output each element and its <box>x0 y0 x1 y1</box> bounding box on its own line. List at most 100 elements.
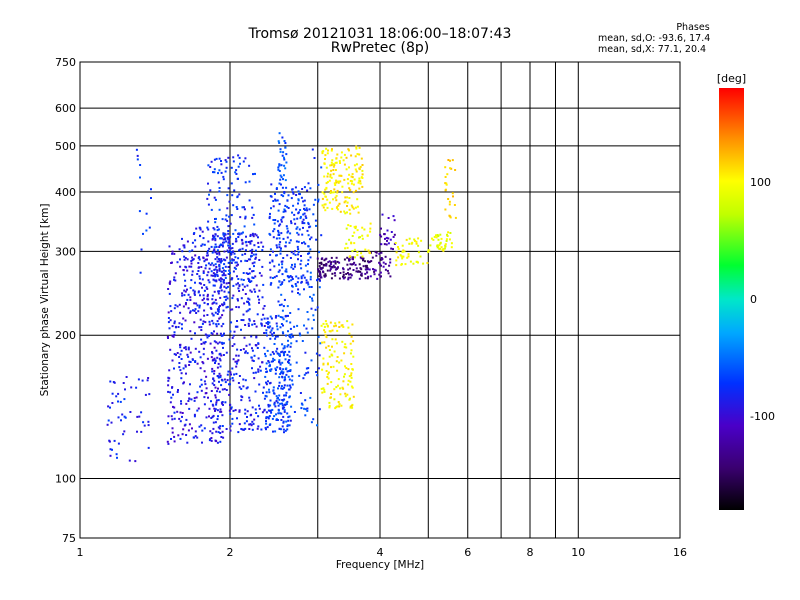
data-point <box>450 246 453 249</box>
data-point <box>315 352 318 355</box>
data-point <box>244 181 247 184</box>
data-point <box>253 223 256 226</box>
data-point <box>351 176 354 179</box>
data-point <box>238 386 241 389</box>
data-point <box>218 258 221 261</box>
data-point <box>214 408 217 411</box>
data-point <box>193 413 196 416</box>
data-point <box>168 292 171 295</box>
data-point <box>223 301 226 304</box>
data-point <box>180 402 183 405</box>
data-point <box>166 440 169 443</box>
data-point <box>198 350 201 353</box>
data-point <box>448 200 451 203</box>
data-point <box>309 278 312 281</box>
data-point <box>291 290 294 293</box>
data-point <box>142 232 144 235</box>
data-point <box>268 388 270 391</box>
data-point <box>394 242 397 244</box>
data-point <box>205 416 208 419</box>
data-point <box>207 249 210 252</box>
data-point <box>308 226 311 229</box>
data-point <box>186 298 189 301</box>
data-point <box>216 375 219 377</box>
data-point <box>208 323 211 326</box>
data-point <box>191 249 194 252</box>
data-point <box>321 391 324 394</box>
data-point <box>183 289 186 292</box>
data-point <box>172 405 174 408</box>
data-point <box>355 170 358 173</box>
data-point <box>219 432 222 434</box>
data-point <box>345 273 348 275</box>
data-point <box>251 349 254 352</box>
chart-subtitle: RwPretec (8p) <box>330 40 430 56</box>
data-point <box>336 191 339 194</box>
data-point <box>353 231 356 234</box>
data-point <box>357 211 360 214</box>
data-point <box>255 284 258 287</box>
data-point <box>297 202 299 205</box>
data-point <box>208 247 211 250</box>
data-point <box>283 410 286 413</box>
data-point <box>213 290 216 293</box>
data-point <box>343 346 346 349</box>
data-point <box>257 236 259 239</box>
data-point <box>300 267 303 270</box>
y-tick-label: 400 <box>55 186 76 199</box>
data-point <box>248 318 251 321</box>
data-point <box>297 253 300 256</box>
data-point <box>361 164 364 166</box>
data-point <box>319 274 322 277</box>
x-tick-label: 6 <box>464 546 471 559</box>
data-point <box>196 273 199 275</box>
data-point <box>354 168 357 171</box>
data-point <box>286 345 289 348</box>
data-point <box>262 386 265 389</box>
data-point <box>248 272 251 275</box>
data-point <box>272 389 275 392</box>
data-point <box>210 390 213 392</box>
data-point <box>281 273 284 276</box>
data-point <box>295 285 298 287</box>
data-point <box>142 421 145 424</box>
data-point <box>325 147 328 150</box>
data-point <box>263 325 266 327</box>
data-point <box>200 329 203 331</box>
data-point <box>230 214 233 217</box>
data-point <box>289 363 292 366</box>
data-point <box>348 187 351 190</box>
data-point <box>279 223 282 226</box>
data-point <box>240 387 243 390</box>
data-point <box>330 396 332 399</box>
data-point <box>282 368 285 371</box>
data-point <box>307 318 310 321</box>
data-point <box>277 231 280 234</box>
data-point <box>359 165 362 168</box>
data-point <box>219 425 222 428</box>
data-point <box>330 381 333 384</box>
data-point <box>286 205 289 208</box>
data-point <box>300 277 303 280</box>
data-point <box>173 320 176 323</box>
data-point <box>347 278 350 281</box>
data-point <box>270 317 273 320</box>
data-point <box>267 416 270 419</box>
data-point <box>317 367 320 370</box>
data-point <box>215 245 218 248</box>
data-point <box>276 199 279 202</box>
y-tick-label: 600 <box>55 102 76 115</box>
data-point <box>197 407 200 410</box>
data-point <box>198 256 201 259</box>
data-point <box>208 439 211 442</box>
data-point <box>285 420 288 423</box>
data-point <box>223 285 226 288</box>
data-point <box>214 239 217 242</box>
data-point <box>201 286 203 289</box>
data-point <box>257 370 260 373</box>
data-point <box>297 199 300 202</box>
data-point <box>272 236 275 239</box>
data-point <box>269 404 272 407</box>
data-point <box>280 428 283 431</box>
data-point <box>361 226 364 229</box>
